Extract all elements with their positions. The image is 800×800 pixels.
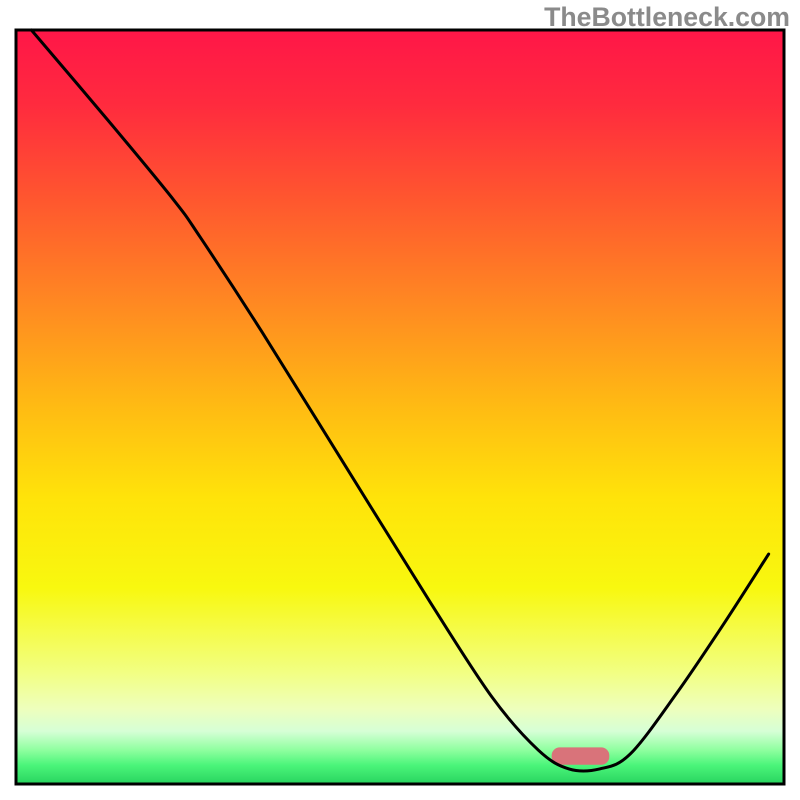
chart-svg (0, 0, 800, 800)
gradient-background (16, 30, 784, 784)
sweet-spot-marker (552, 747, 610, 764)
chart-container: { "meta": { "watermark_text": "TheBottle… (0, 0, 800, 800)
watermark-label: TheBottleneck.com (544, 2, 790, 33)
